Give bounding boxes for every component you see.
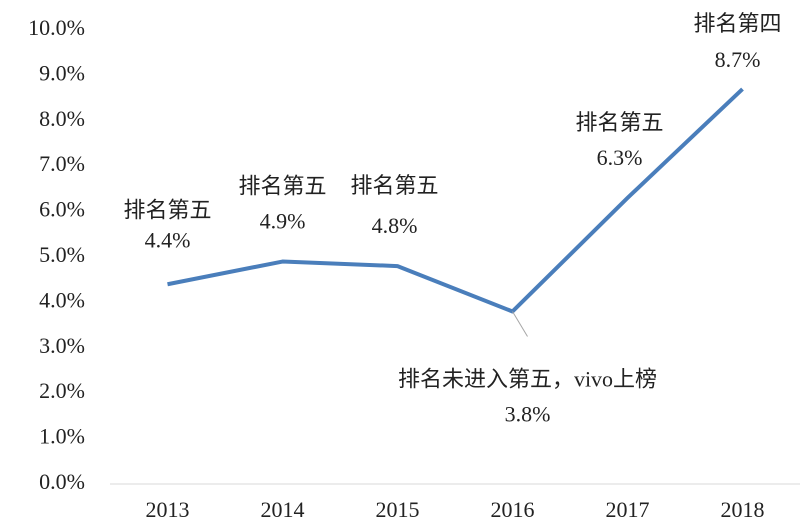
annotation: 排名第五 [123,197,211,222]
x-tick-label: 2014 [261,497,305,522]
x-tick-label: 2013 [146,497,190,522]
data-label: 4.8% [372,213,418,238]
line [167,87,744,314]
leader-line [512,311,528,337]
data-label: 4.4% [145,227,191,252]
annotation: 排名未进入第五，vivo上榜 [398,367,657,392]
y-tick-label: 3.0% [39,333,85,358]
y-tick-label: 1.0% [39,424,85,449]
x-tick-label: 2017 [606,497,650,522]
y-tick-label: 5.0% [39,242,85,267]
data-label: 3.8% [505,402,551,427]
data-label: 6.3% [597,145,643,170]
annotation: 排名第四 [693,11,781,36]
x-tick-label: 2015 [376,497,420,522]
annotation: 排名第五 [575,110,663,135]
y-tick-label: 6.0% [39,197,85,222]
y-tick-label: 0.0% [39,469,85,494]
y-tick-label: 2.0% [39,378,85,403]
x-tick-label: 2016 [491,497,535,522]
x-tick-label: 2018 [721,497,765,522]
data-label: 4.9% [260,209,306,234]
y-tick-label: 8.0% [39,106,85,131]
annotation: 排名第五 [350,173,438,198]
y-tick-label: 10.0% [28,15,85,40]
y-tick-label: 4.0% [39,287,85,312]
data-label: 8.7% [715,47,761,72]
y-tick-label: 7.0% [39,151,85,176]
annotation: 排名第五 [238,174,326,199]
y-tick-label: 9.0% [39,60,85,85]
